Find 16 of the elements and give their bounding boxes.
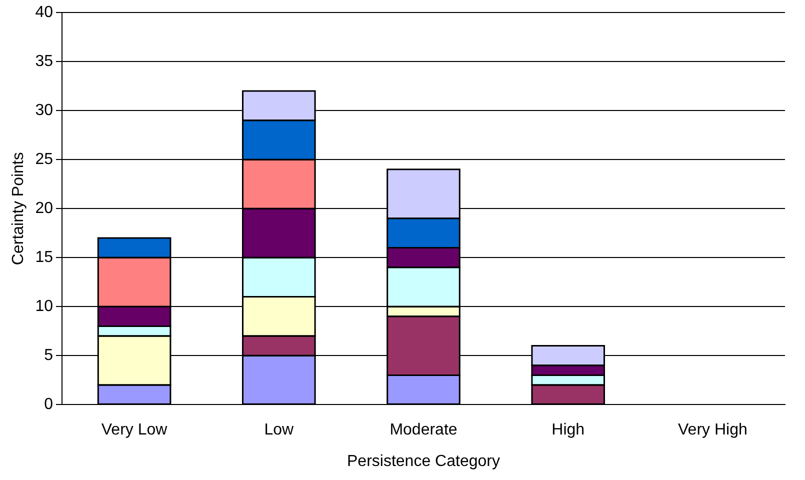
y-axis-title: Certainty Points [10, 152, 28, 266]
x-tick-label: Very High [678, 422, 748, 439]
y-tick-label: 40 [35, 4, 54, 22]
y-tick-label: 0 [44, 396, 54, 414]
y-tick-label: 15 [35, 249, 54, 266]
x-tick-label: High [552, 422, 585, 439]
y-tick-label: 30 [35, 102, 54, 120]
x-tick-label: Low [264, 422, 294, 439]
y-tick-label: 35 [35, 53, 54, 70]
x-axis-title: Persistence Category [347, 452, 500, 470]
y-tick-label: 20 [35, 200, 54, 218]
y-tick-label: 10 [35, 298, 54, 316]
y-tick-label: 25 [35, 151, 54, 168]
x-tick-label: Moderate [390, 422, 458, 439]
x-tick-label: Very Low [101, 422, 168, 439]
y-tick-label: 5 [44, 347, 54, 364]
